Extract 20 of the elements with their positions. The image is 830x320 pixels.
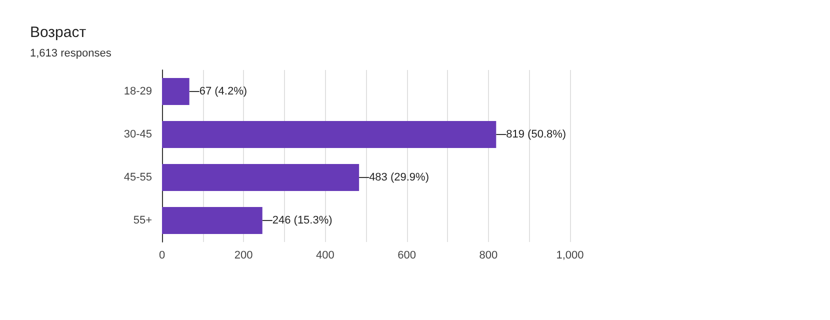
x-tick-label: 200	[234, 250, 253, 262]
bar	[162, 206, 262, 234]
y-tick-label: 55+	[133, 214, 152, 226]
y-tick-label: 45-55	[124, 172, 152, 184]
text: 1,613 responses	[30, 48, 112, 60]
data-label: 67 (4.2%)	[199, 86, 248, 98]
data-label: 246 (15.3%)	[272, 214, 332, 226]
bar	[162, 164, 360, 192]
bar	[162, 120, 496, 148]
x-tick-label: 1,000	[556, 250, 584, 262]
y-tick-label: 30-45	[124, 128, 152, 140]
x-tick-label: 0	[158, 250, 166, 262]
x-tick-label: 600	[398, 250, 416, 262]
bar	[162, 78, 190, 106]
x-tick-label: 800	[479, 250, 498, 262]
chart-title: Возраст	[30, 24, 86, 41]
data-label: 483 (29.9%)	[369, 172, 429, 184]
y-tick-label: 18-29	[124, 86, 152, 98]
x-tick-label: 400	[316, 250, 334, 262]
data-label: 819 (50.8%)	[506, 128, 566, 140]
